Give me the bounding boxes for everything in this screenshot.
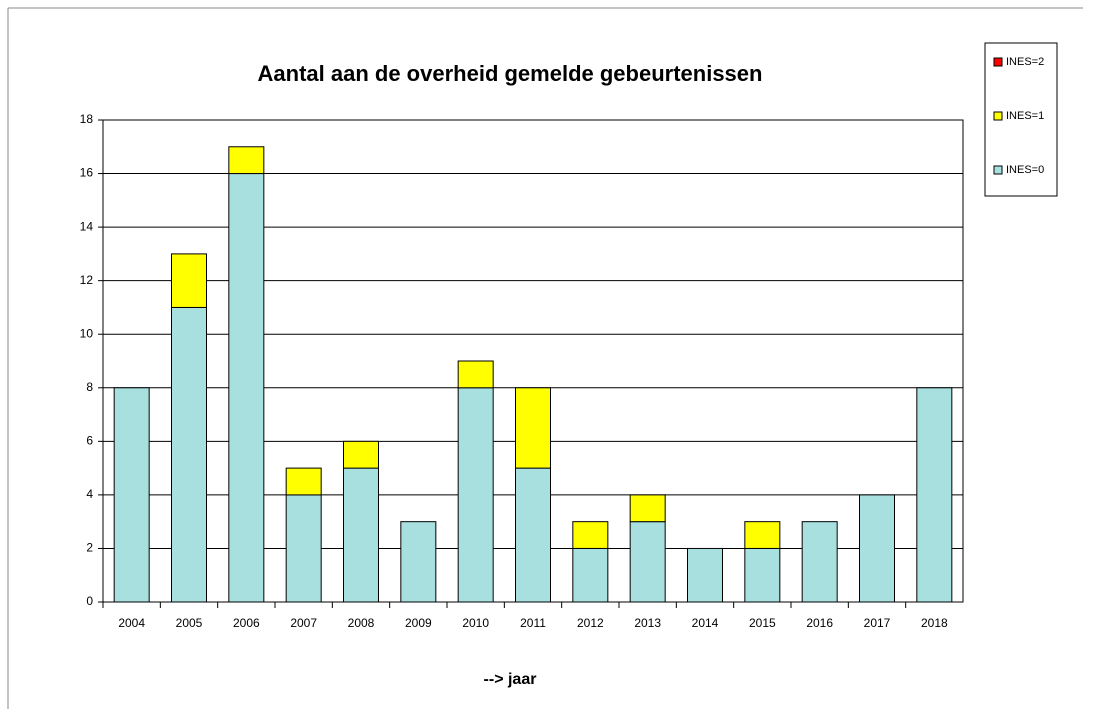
y-tick-label: 12 [80, 273, 94, 287]
bar-segment [572, 521, 609, 549]
bar-segment [457, 360, 494, 389]
x-tick-label: 2006 [233, 616, 260, 630]
bar-segment [515, 387, 551, 469]
x-tick-label: 2017 [864, 616, 891, 630]
bar-segment [228, 146, 265, 175]
bar-segment [744, 521, 781, 549]
x-axis-label: --> jaar [484, 671, 537, 688]
x-tick-label: 2014 [692, 616, 719, 630]
x-tick-label: 2015 [749, 616, 776, 630]
bar-segment [515, 467, 551, 603]
bar-segment [228, 173, 265, 603]
bar-segment [171, 253, 207, 308]
legend-text: INES=2 [1006, 56, 1044, 68]
bar-segment [744, 547, 781, 603]
y-tick-label: 10 [80, 326, 94, 340]
y-tick-label: 8 [86, 380, 93, 394]
y-tick-label: 18 [80, 112, 94, 126]
x-tick-label: 2008 [348, 616, 375, 630]
y-tick-label: 14 [80, 219, 94, 233]
bar-segment [629, 494, 666, 523]
bar-segment [343, 440, 379, 469]
bar-segment [400, 521, 437, 603]
x-tick-label: 2011 [520, 616, 546, 630]
bar-segment [687, 547, 723, 603]
chart-title: Aantal aan de overheid gemelde gebeurten… [258, 61, 763, 86]
x-tick-label: 2010 [462, 616, 489, 630]
legend-swatch [993, 111, 1003, 121]
y-tick-label: 0 [86, 594, 93, 608]
y-tick-label: 16 [80, 166, 94, 180]
x-tick-label: 2016 [806, 616, 833, 630]
legend-text: INES=0 [1006, 164, 1044, 176]
y-tick-label: 6 [86, 434, 93, 448]
bar-segment [801, 521, 838, 603]
y-tick-label: 2 [86, 541, 93, 555]
legend-swatch [993, 57, 1003, 67]
y-tick-label: 4 [86, 487, 93, 501]
x-tick-label: 2013 [634, 616, 661, 630]
bar-segment [916, 387, 953, 603]
bar-segment [457, 387, 494, 603]
bar-segment [572, 547, 609, 603]
x-tick-label: 2004 [118, 616, 145, 630]
bar-segment [859, 494, 895, 603]
bar-segment [113, 387, 150, 603]
bar-segment [629, 521, 666, 603]
bar-segment [285, 494, 322, 603]
bar-segment [285, 467, 322, 496]
x-tick-label: 2009 [405, 616, 432, 630]
x-tick-label: 2018 [921, 616, 948, 630]
legend-swatch [993, 165, 1003, 175]
bar-segment [343, 467, 379, 603]
x-tick-label: 2005 [176, 616, 203, 630]
x-tick-label: 2007 [290, 616, 317, 630]
bar-segment [171, 306, 207, 603]
legend-text: INES=1 [1006, 110, 1044, 122]
x-tick-label: 2012 [577, 616, 604, 630]
